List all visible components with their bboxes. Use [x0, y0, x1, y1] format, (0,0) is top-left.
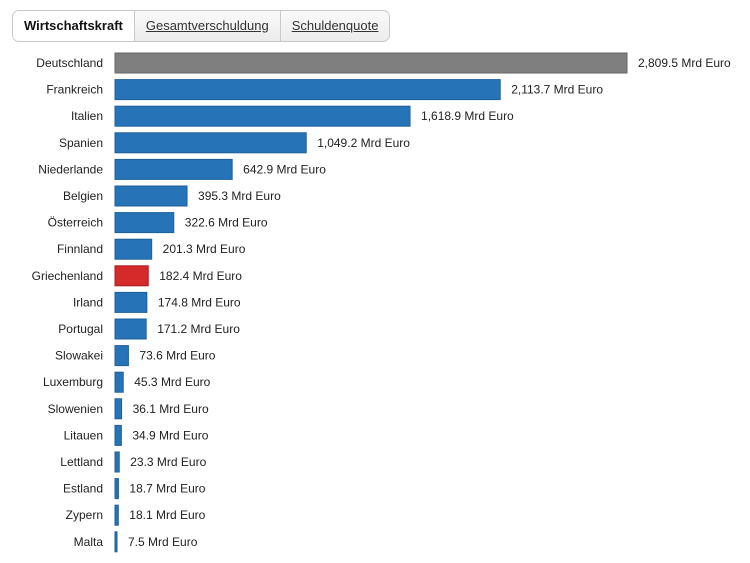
- bar-chart: Deutschland 2,809.5 Mrd Euro Frankreich 2,1…: [32, 52, 731, 553]
- category-label: Irland: [73, 295, 103, 309]
- bar-14[interactable]: [114, 424, 122, 446]
- category-label: Belgien: [63, 189, 103, 203]
- bar-6[interactable]: [114, 212, 175, 234]
- category-label: Griechenland: [32, 269, 103, 283]
- category-label: Luxemburg: [43, 375, 103, 389]
- category-label: Italien: [71, 109, 103, 123]
- category-label: Österreich: [48, 216, 103, 230]
- bar-16[interactable]: [114, 478, 119, 500]
- bar-3[interactable]: [114, 132, 307, 154]
- category-label: Litauen: [64, 428, 103, 442]
- bar-12[interactable]: [114, 371, 124, 393]
- value-label: 1,049.2 Mrd Euro: [317, 136, 410, 150]
- value-label: 18.7 Mrd Euro: [129, 482, 205, 496]
- value-label: 73.6 Mrd Euro: [139, 349, 215, 363]
- category-label: Portugal: [58, 322, 103, 336]
- bar-4[interactable]: [114, 158, 233, 180]
- value-label: 34.9 Mrd Euro: [132, 428, 208, 442]
- category-label: Lettland: [60, 455, 103, 469]
- tab-wirtschaftskraft[interactable]: Wirtschaftskraft: [13, 11, 135, 41]
- category-label: Spanien: [59, 136, 103, 150]
- value-label: 642.9 Mrd Euro: [243, 162, 326, 176]
- value-label: 18.1 Mrd Euro: [129, 508, 205, 522]
- bar-0[interactable]: [114, 52, 628, 74]
- value-label: 36.1 Mrd Euro: [133, 402, 209, 416]
- bar-5[interactable]: [114, 185, 188, 207]
- bar-18[interactable]: [114, 531, 118, 553]
- value-label: 174.8 Mrd Euro: [158, 295, 241, 309]
- tab-gesamtverschuldung[interactable]: Gesamtverschuldung: [135, 11, 281, 41]
- bar-9[interactable]: [114, 291, 148, 313]
- bar-8[interactable]: [114, 265, 149, 287]
- bar-2[interactable]: [114, 105, 411, 127]
- category-label: Slowakei: [55, 349, 103, 363]
- value-label: 201.3 Mrd Euro: [163, 242, 246, 256]
- category-label: Zypern: [66, 508, 103, 522]
- bar-13[interactable]: [114, 398, 123, 420]
- bar-10[interactable]: [114, 318, 147, 340]
- category-label: Finnland: [57, 242, 103, 256]
- tab-schuldenquote[interactable]: Schuldenquote: [291, 18, 379, 33]
- value-label: 23.3 Mrd Euro: [130, 455, 206, 469]
- category-label: Slowenien: [48, 402, 103, 416]
- value-label: 7.5 Mrd Euro: [128, 535, 198, 549]
- bar-15[interactable]: [114, 451, 120, 473]
- category-label: Frankreich: [46, 83, 103, 97]
- value-label: 1,618.9 Mrd Euro: [421, 109, 514, 123]
- value-label: 45.3 Mrd Euro: [134, 375, 210, 389]
- bar-11[interactable]: [114, 345, 129, 367]
- category-label: Niederlande: [38, 162, 103, 176]
- value-label: 182.4 Mrd Euro: [159, 269, 242, 283]
- value-label: 2,113.7 Mrd Euro: [511, 83, 603, 97]
- value-label: 171.2 Mrd Euro: [157, 322, 240, 336]
- value-label: 2,809.5 Mrd Euro: [638, 56, 731, 70]
- value-label: 395.3 Mrd Euro: [198, 189, 281, 203]
- bar-17[interactable]: [114, 504, 119, 526]
- bar-7[interactable]: [114, 238, 153, 260]
- category-label: Estland: [63, 482, 103, 496]
- value-label: 322.6 Mrd Euro: [185, 216, 268, 230]
- category-label: Deutschland: [36, 56, 103, 70]
- category-label: Malta: [74, 535, 104, 549]
- tab-bar: Wirtschaftskraft Gesamtverschuldung Schu…: [12, 10, 391, 42]
- bar-1[interactable]: [114, 79, 501, 101]
